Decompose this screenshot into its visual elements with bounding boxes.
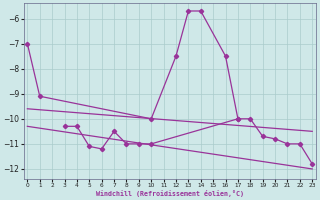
X-axis label: Windchill (Refroidissement éolien,°C): Windchill (Refroidissement éolien,°C) [96,190,244,197]
